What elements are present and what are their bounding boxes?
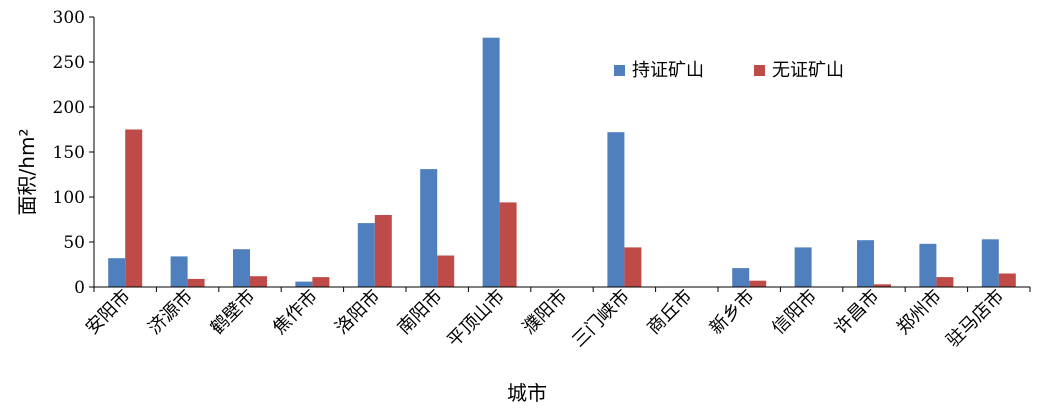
bar-unlicensed (998, 273, 1016, 287)
x-category-label: 驻马店市 (943, 286, 1009, 352)
y-ticks: 0 50 100 150 200 250 300 (53, 8, 94, 298)
bar-licensed (295, 281, 313, 287)
y-tick-label: 150 (53, 143, 85, 163)
bar-licensed (233, 249, 250, 287)
bars-layer (108, 37, 1016, 288)
bar-licensed (482, 37, 500, 288)
bar-licensed (420, 169, 438, 287)
bar-licensed (357, 223, 375, 287)
bar-unlicensed (437, 255, 455, 287)
bar-unlicensed (936, 277, 954, 287)
bar-licensed (919, 243, 937, 287)
bar-licensed (981, 239, 999, 287)
legend-swatch (614, 65, 625, 76)
legend-label: 无证矿山 (772, 60, 844, 81)
bar-licensed (732, 268, 750, 287)
bar-licensed (857, 240, 874, 287)
y-tick-label: 0 (74, 278, 85, 298)
bar-unlicensed (187, 278, 205, 287)
x-category-label: 平顶山市 (443, 286, 509, 352)
bar-unlicensed (499, 202, 517, 287)
y-tick-label: 300 (53, 8, 85, 28)
x-category-label: 南阳市 (394, 286, 447, 339)
bar-unlicensed (374, 215, 392, 287)
legend-label: 持证矿山 (632, 60, 704, 81)
x-category-label: 郑州市 (893, 286, 946, 339)
bar-licensed (108, 258, 126, 287)
x-category-label: 三门峡市 (568, 286, 634, 352)
bar-unlicensed (749, 280, 767, 287)
x-category-label: 商丘市 (643, 286, 696, 339)
bar-unlicensed (874, 284, 891, 287)
x-category-label: 焦作市 (269, 286, 322, 339)
bar-unlicensed (250, 276, 267, 287)
y-tick-label: 50 (63, 233, 85, 253)
x-category-label: 濮阳市 (519, 286, 572, 339)
y-tick-label: 200 (53, 98, 85, 118)
bar-unlicensed (312, 277, 330, 287)
x-category-label: 安阳市 (82, 286, 135, 339)
x-category-label: 鹤壁市 (207, 286, 260, 339)
bar-unlicensed (125, 129, 143, 287)
y-axis-title: 面积/hm² (15, 129, 39, 216)
x-category-label: 济源市 (144, 286, 197, 339)
x-axis-title: 城市 (507, 381, 547, 405)
bar-licensed (170, 256, 188, 287)
x-category-label: 新乡市 (706, 286, 759, 339)
axes-layer (93, 17, 1030, 288)
y-tick-label: 250 (53, 53, 85, 73)
legend-swatch (754, 65, 765, 76)
bar-unlicensed (624, 247, 642, 287)
bar-licensed (607, 132, 625, 287)
legend: 持证矿山 无证矿山 (614, 60, 844, 81)
x-category-label: 信阳市 (768, 286, 821, 339)
x-category-label: 洛阳市 (331, 286, 384, 339)
x-category-label: 许昌市 (831, 286, 884, 339)
y-tick-label: 100 (53, 188, 85, 208)
bar-licensed (794, 247, 812, 287)
